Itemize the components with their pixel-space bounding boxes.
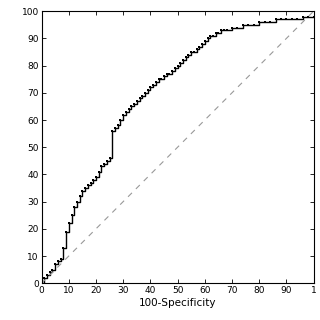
X-axis label: 100-Specificity: 100-Specificity [139,298,216,308]
